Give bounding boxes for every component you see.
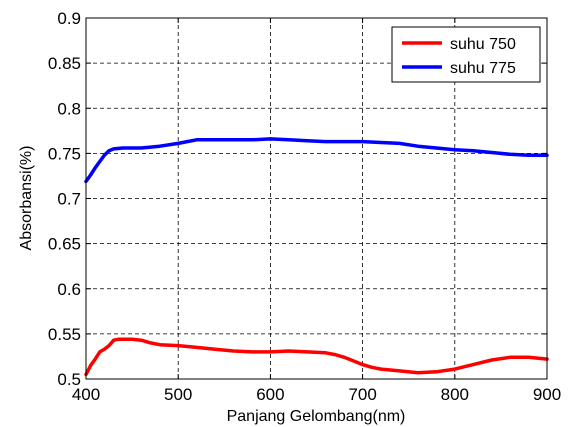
y-tick-label: 0.75 (48, 144, 81, 163)
y-tick-label: 0.65 (48, 235, 81, 254)
y-tick-label: 0.7 (57, 190, 81, 209)
y-tick-label: 0.55 (48, 325, 81, 344)
y-tick-label: 0.5 (57, 370, 81, 389)
x-tick-label: 400 (72, 385, 100, 404)
x-tick-label: 500 (164, 385, 192, 404)
y-tick-label: 0.85 (48, 54, 81, 73)
x-tick-label: 900 (533, 385, 561, 404)
x-tick-label: 800 (441, 385, 469, 404)
legend-label-suhu-775: suhu 775 (450, 60, 516, 77)
legend-label-suhu-750: suhu 750 (450, 36, 516, 53)
series-line-suhu-775 (84, 137, 549, 184)
y-tick-label: 0.6 (57, 280, 81, 299)
series-line-suhu-750 (84, 337, 549, 377)
ticks: 400 500 600 700 800 900 0.5 0.55 0.6 0.65 0.7 0.75 0… (48, 9, 561, 404)
x-axis-label: Panjang Gelombang(nm) (227, 408, 406, 425)
y-tick-label: 0.8 (57, 99, 81, 118)
series-layer (84, 137, 549, 377)
x-tick-label: 700 (348, 385, 376, 404)
x-tick-label: 600 (256, 385, 284, 404)
legend: suhu 750 suhu 775 (391, 26, 541, 83)
y-tick-label: 0.9 (57, 9, 81, 28)
y-axis-label: Absorbansi(%) (18, 146, 35, 251)
legend-box (391, 26, 541, 83)
